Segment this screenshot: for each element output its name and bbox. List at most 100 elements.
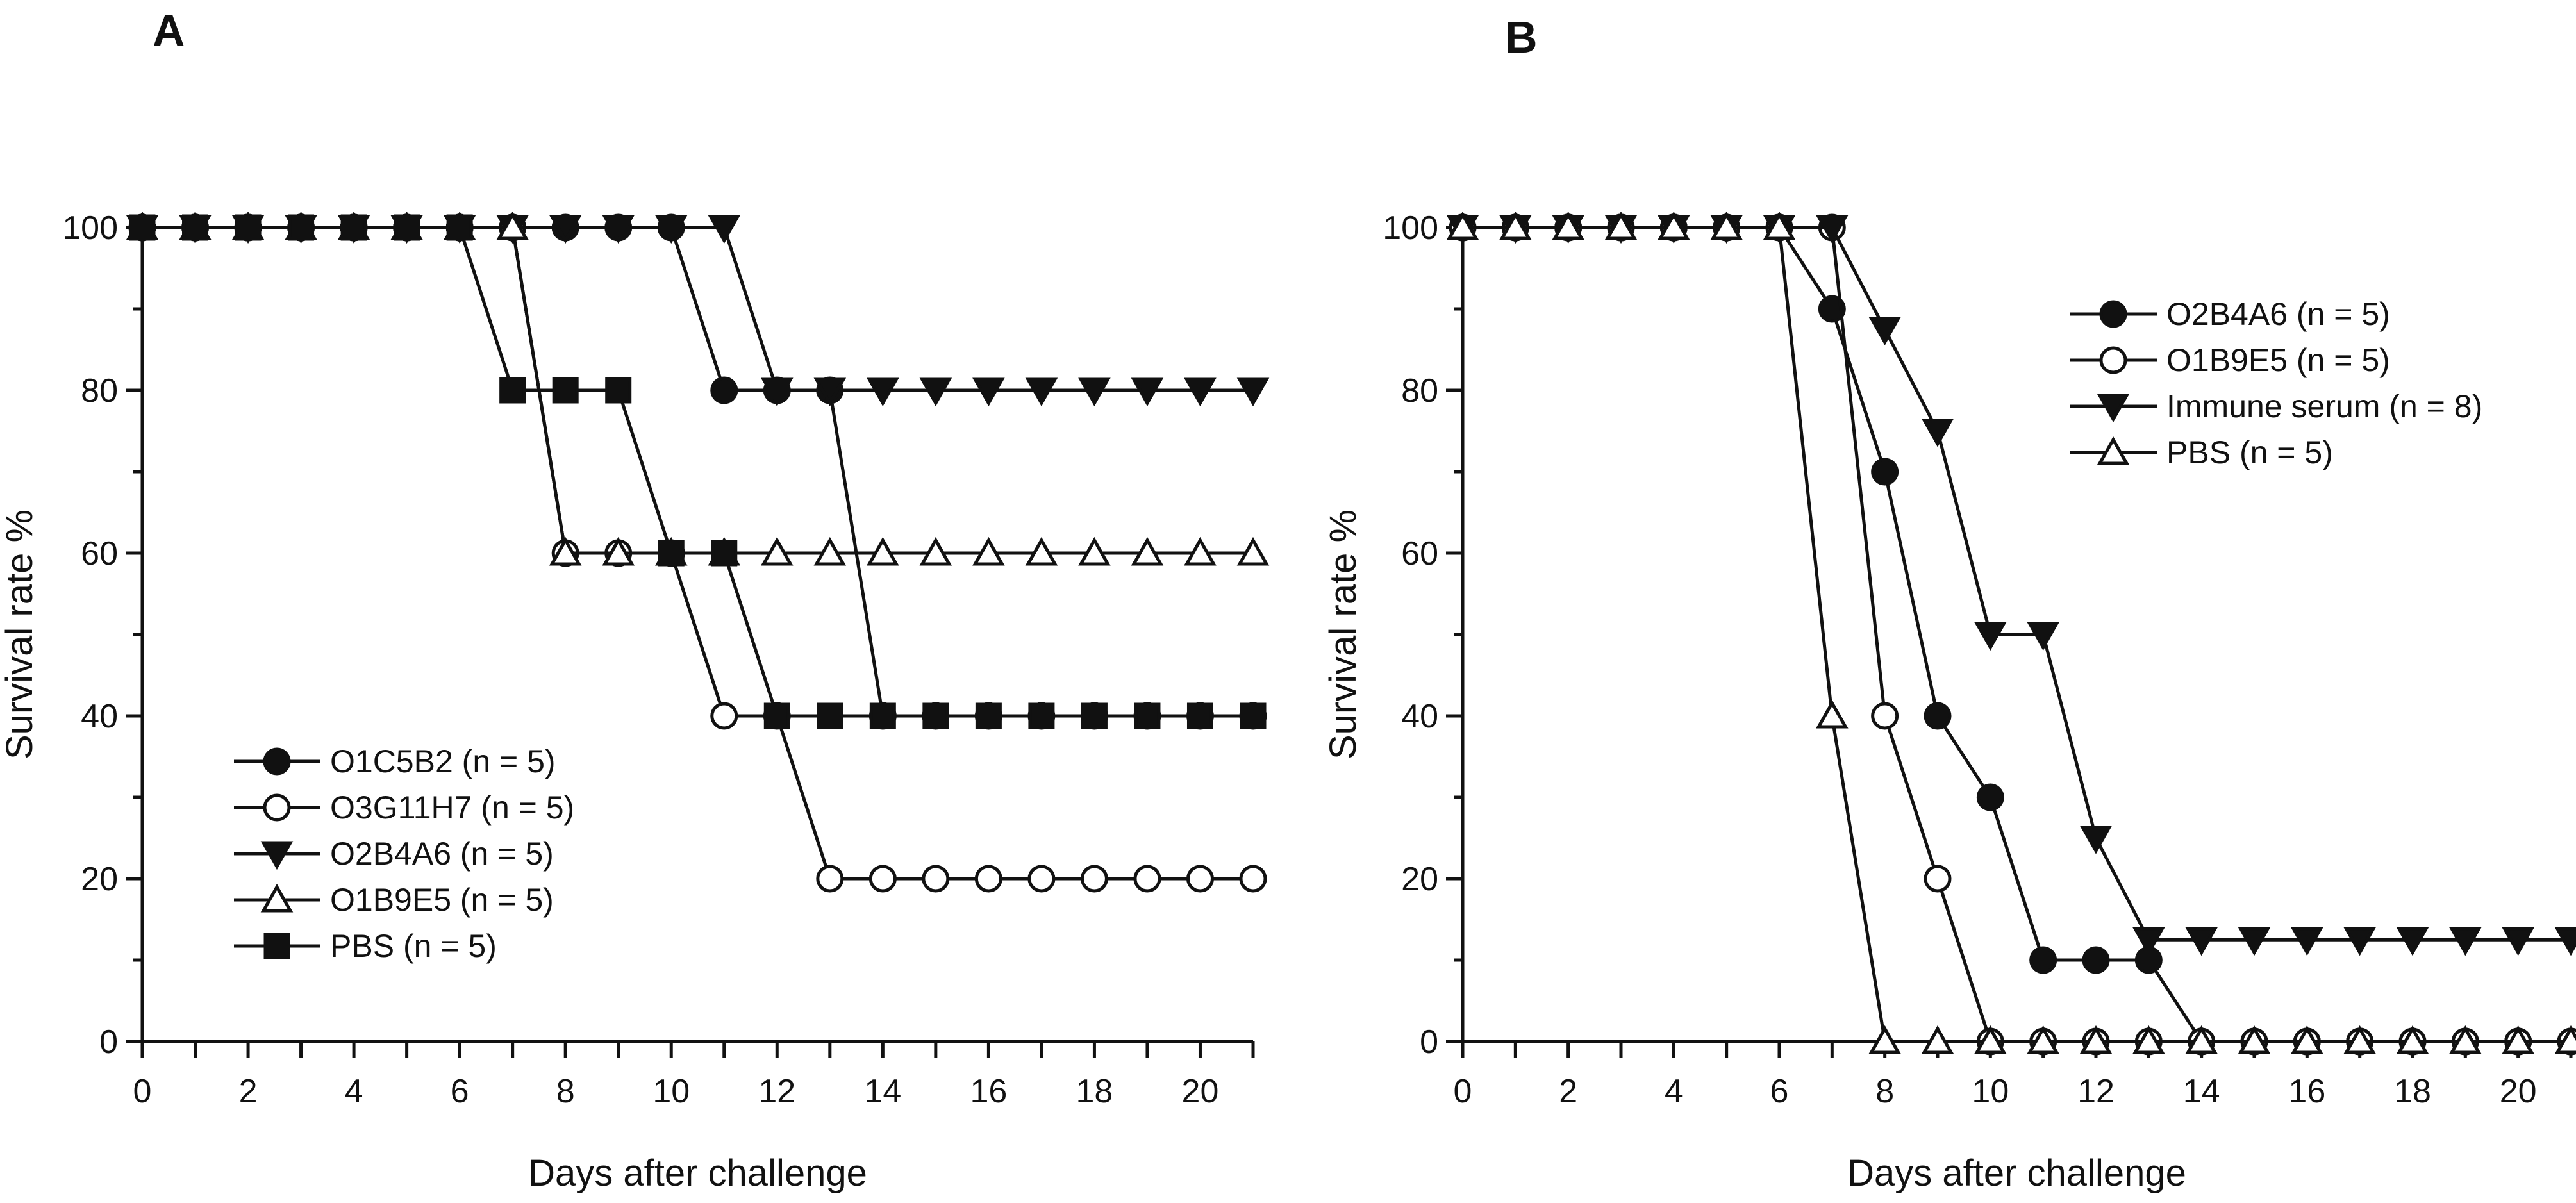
data-point: [1921, 419, 1954, 447]
data-point: [2185, 927, 2218, 956]
data-point: [2079, 826, 2113, 854]
legend-item: O1B9E5 (n = 5): [234, 882, 554, 918]
data-point: [1710, 211, 1743, 240]
legend-item: O2B4A6 (n = 5): [2070, 296, 2390, 332]
data-point: [340, 214, 367, 241]
data-point: [1133, 865, 1161, 893]
y-axis-title: Survival rate %: [1322, 510, 1364, 759]
data-point: [1763, 211, 1796, 240]
data-point: [1239, 865, 1267, 893]
x-tick-label: 12: [2077, 1073, 2115, 1110]
legend-label: O1C5B2 (n = 5): [330, 743, 556, 779]
data-point: [2238, 1025, 2271, 1054]
data-point: [1186, 702, 1213, 729]
x-axis-title: Days after challenge: [528, 1152, 867, 1194]
data-point: [1871, 702, 1899, 730]
data-point: [1027, 865, 1056, 893]
data-point: [2396, 927, 2429, 956]
data-point: [2027, 1025, 2059, 1054]
x-tick-label: 8: [1875, 1073, 1894, 1110]
x-tick-label: 0: [1454, 1073, 1472, 1110]
y-tick-label: 20: [1401, 861, 1438, 898]
data-point: [1499, 211, 1532, 240]
data-point: [1658, 211, 1690, 240]
x-tick-label: 14: [864, 1073, 901, 1110]
data-point: [975, 702, 1002, 729]
x-tick-label: 0: [133, 1073, 152, 1110]
y-tick-label: 0: [1420, 1024, 1438, 1061]
data-point: [549, 215, 582, 244]
data-point: [1871, 458, 1899, 486]
data-point: [1025, 536, 1058, 566]
data-point: [1921, 1025, 1954, 1054]
legend-item: O1C5B2 (n = 5): [234, 743, 556, 779]
data-point: [235, 214, 262, 241]
data-point: [2079, 1025, 2113, 1054]
x-tick-label: 4: [1665, 1073, 1683, 1110]
data-point: [552, 377, 579, 404]
x-tick-label: 16: [2288, 1073, 2325, 1110]
data-point: [1028, 702, 1055, 729]
data-point: [2343, 927, 2376, 956]
data-point: [654, 215, 688, 244]
data-point: [972, 536, 1005, 566]
x-tick-label: 12: [758, 1073, 795, 1110]
x-tick-label: 4: [345, 1073, 363, 1110]
data-point: [972, 377, 1005, 407]
legend-marker: [260, 841, 294, 870]
data-point: [919, 536, 952, 566]
y-axis-title: Survival rate %: [0, 510, 40, 759]
data-point: [2449, 1025, 2482, 1054]
legend-item: PBS (n = 5): [234, 928, 497, 964]
y-tick-label: 40: [1401, 698, 1438, 735]
data-point: [499, 377, 526, 404]
x-tick-label: 6: [1770, 1073, 1789, 1110]
data-point: [2396, 1025, 2429, 1054]
panel-label-a: A: [153, 6, 185, 56]
data-point: [869, 702, 896, 729]
y-tick-label: 0: [99, 1024, 118, 1061]
legend-marker: [2099, 300, 2127, 328]
legend-item: O1B9E5 (n = 5): [2070, 342, 2390, 378]
data-point: [1976, 783, 2004, 811]
data-point: [2082, 946, 2110, 974]
x-tick-label: 20: [2500, 1073, 2537, 1110]
data-point: [1131, 536, 1164, 566]
data-point: [2132, 1025, 2165, 1054]
data-point: [1134, 702, 1161, 729]
legend-label: O3G11H7 (n = 5): [330, 790, 574, 826]
panel-label-b: B: [1505, 12, 1538, 62]
data-point: [1184, 377, 1217, 407]
data-point: [1080, 865, 1108, 893]
legend-label: Immune serum (n = 8): [2166, 388, 2482, 424]
x-axis-title: Days after challenge: [1847, 1152, 2186, 1194]
y-tick-label: 80: [81, 372, 118, 410]
data-point: [2132, 927, 2165, 956]
data-point: [549, 536, 582, 566]
data-point: [658, 540, 685, 567]
legend: O2B4A6 (n = 5) O1B9E5 (n = 5) Immune serum…: [2070, 296, 2482, 470]
data-point: [708, 215, 741, 244]
panel-a-chart: 0 2 4 6 8 10 12 14 16 18 20 0 20 40 60 80 100 Days after …: [0, 210, 1270, 1194]
data-point: [1816, 215, 1849, 244]
x-tick-label: 16: [970, 1073, 1007, 1110]
data-point: [1078, 377, 1111, 407]
data-point: [605, 377, 632, 404]
data-point: [1974, 1025, 2007, 1054]
data-point: [867, 536, 899, 566]
data-point: [763, 702, 790, 729]
x-tick-label: 18: [1076, 1073, 1113, 1110]
data-point: [1186, 865, 1214, 893]
data-point: [1868, 317, 1901, 345]
data-point: [2185, 1025, 2218, 1054]
data-point: [1078, 536, 1111, 566]
data-point: [1818, 295, 1846, 323]
legend-marker: [263, 793, 291, 822]
data-point: [1816, 699, 1849, 729]
data-point: [1131, 377, 1164, 407]
x-tick-label: 18: [2394, 1073, 2431, 1110]
legend-item: Immune serum (n = 8): [2070, 388, 2482, 424]
data-point: [1924, 865, 1952, 893]
x-tick-label: 6: [451, 1073, 469, 1110]
